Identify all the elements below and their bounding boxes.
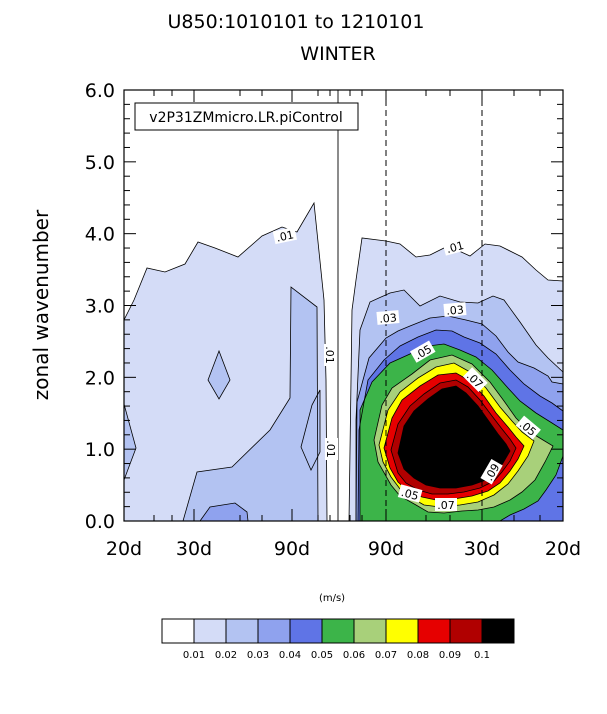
- contour-label-group: .01: [272, 226, 298, 245]
- contour-labels: .01.01.01.01.03.03.05.05.05.07.07.09: [272, 226, 541, 512]
- axes: 0.0 1.0 2.0 3.0 4.0 5.0 6.0 20d 30d 90d 90d 30d 20d: [85, 80, 581, 560]
- x-tick-label: 20d: [545, 538, 581, 560]
- colorbar-label: 0.06: [343, 650, 365, 661]
- chart-title: U850:1010101 to 1210101: [168, 11, 425, 33]
- contour-line: [390, 379, 517, 495]
- colorbar-swatch: [321, 618, 355, 644]
- contour-label-bg: [325, 438, 338, 460]
- contour-label-bg: [442, 237, 468, 256]
- colorbar-label: 0.03: [247, 650, 269, 661]
- x-tick-label: 20d: [106, 538, 142, 560]
- contour-label-bg: [480, 458, 503, 485]
- contour-label-group: .01: [323, 344, 337, 366]
- contour-label-bg: [443, 302, 467, 317]
- x-tick-label: 90d: [274, 538, 310, 560]
- contour-label-bg: [435, 498, 457, 511]
- y-tick-label: 0.0: [85, 511, 115, 533]
- colorbar-swatch: [225, 618, 259, 644]
- colorbar-swatch: [289, 618, 323, 644]
- colorbar-swatch: [417, 618, 451, 644]
- contour-label: .07: [437, 499, 455, 512]
- contour-line: [123, 201, 328, 522]
- contour-label-group: .07: [435, 498, 457, 512]
- contour-line: [359, 343, 564, 522]
- contour-fill-0.02: [301, 390, 320, 470]
- colorbar-label: 0.01: [183, 650, 205, 661]
- colorbar-label: 0.09: [439, 650, 461, 661]
- contour-label: .03: [446, 303, 465, 317]
- y-tick-label: 6.0: [85, 80, 115, 102]
- contour-label-group: .01: [442, 237, 468, 256]
- contour-label-group: .03: [443, 302, 467, 318]
- colorbar-swatch: [449, 618, 483, 644]
- colorbar-label: 0.1: [474, 650, 490, 661]
- contour-label-bg: [397, 484, 423, 503]
- contour-label-bg: [462, 367, 488, 393]
- colorbar-label: 0.02: [215, 650, 237, 661]
- contour-label: .03: [379, 311, 398, 325]
- contour-line: [357, 329, 564, 522]
- colorbar-swatch: [193, 618, 227, 644]
- contour-line: [207, 349, 231, 400]
- contour-fill-0.02: [124, 404, 136, 480]
- y-tick-label: 5.0: [85, 152, 115, 174]
- colorbar-label: 0.08: [407, 650, 429, 661]
- colorbar: 0.01 0.02 0.03 0.04 0.05 0.06 0.07 0.08 0.09 0.1: [161, 618, 515, 661]
- contour-fill-0.03: [200, 503, 248, 521]
- contour-fill-0.02: [183, 287, 318, 521]
- contour-line: [397, 385, 511, 489]
- contour-label: .01: [445, 239, 465, 256]
- units-label: (m/s): [319, 593, 345, 604]
- case-label-border: [134, 102, 359, 131]
- chart-subtitle: WINTER: [300, 43, 375, 65]
- contour-label-group: .05: [397, 484, 423, 503]
- y-tick-label: 3.0: [85, 296, 115, 318]
- contour-label-bg: [515, 415, 541, 440]
- colorbar-swatch: [161, 618, 195, 644]
- contour-label: .01: [324, 440, 337, 458]
- case-label-box: v2P31ZMmicro.LR.piControl: [134, 102, 359, 131]
- contour-fill-0.02: [208, 351, 230, 399]
- x-tick-label: 90d: [368, 538, 404, 560]
- contour-label: .05: [400, 486, 420, 503]
- y-tick-label: 2.0: [85, 367, 115, 389]
- colorbar-label: 0.07: [375, 650, 397, 661]
- contour-line: [355, 289, 564, 522]
- y-axis-label: zonal wavenumber: [29, 209, 53, 400]
- contour-label-bg: [324, 344, 337, 366]
- x-tick-label: 30d: [464, 538, 500, 560]
- x-tick-label: 30d: [176, 538, 212, 560]
- contour-label-bg: [376, 310, 400, 325]
- contour-label: .01: [323, 346, 336, 364]
- contour-line: [300, 389, 321, 471]
- contour-line: [373, 354, 554, 514]
- colorbar-swatch: [353, 618, 387, 644]
- colorbar-swatch: [385, 618, 419, 644]
- colorbar-swatch: [481, 618, 515, 644]
- contour-label: .01: [275, 228, 295, 244]
- contour-label-bg: [409, 340, 436, 363]
- colorbar-label: 0.05: [311, 650, 333, 661]
- y-tick-label: 1.0: [85, 439, 115, 461]
- contour-label-group: .01: [324, 438, 338, 460]
- colorbar-swatch: [257, 618, 291, 644]
- case-label: v2P31ZMmicro.LR.piControl: [149, 110, 342, 126]
- contour-line: [182, 286, 319, 522]
- contour-label-bg: [272, 226, 298, 245]
- y-tick-label: 4.0: [85, 224, 115, 246]
- colorbar-label: 0.04: [279, 650, 301, 661]
- contour-label-group: .03: [376, 310, 400, 326]
